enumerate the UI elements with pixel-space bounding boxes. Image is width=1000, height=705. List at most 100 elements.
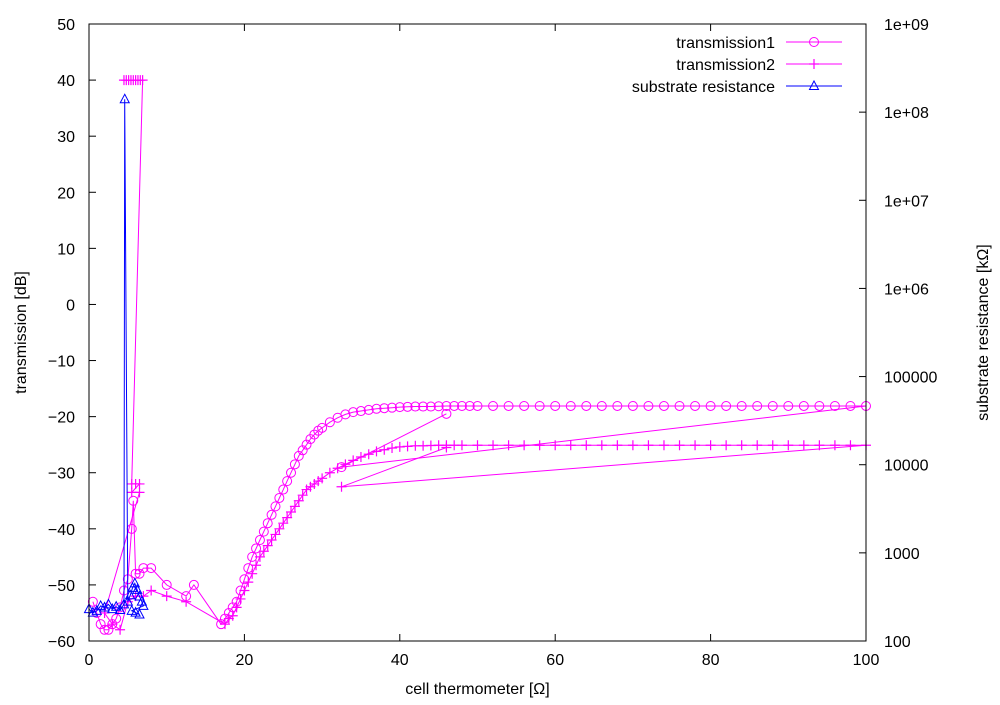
y-tick-label: −60	[48, 634, 75, 651]
data-point	[690, 440, 701, 451]
data-point	[161, 579, 172, 590]
data-point	[829, 400, 840, 411]
data-point	[317, 473, 328, 484]
data-point	[270, 501, 281, 512]
data-point	[289, 459, 300, 470]
data-point	[297, 490, 308, 501]
data-point	[134, 568, 145, 579]
data-point	[336, 481, 347, 492]
y2-tick-label: 1e+07	[884, 193, 929, 210]
data-point	[134, 478, 145, 489]
data-point	[690, 400, 701, 411]
data-point	[251, 560, 262, 571]
data-point	[721, 440, 732, 451]
data-point	[243, 577, 254, 588]
data-point	[188, 579, 199, 590]
data-point	[282, 512, 293, 523]
data-point	[441, 400, 452, 411]
data-point	[767, 400, 778, 411]
data-point	[596, 440, 607, 451]
y-tick-label: 50	[57, 17, 75, 34]
data-point	[829, 440, 840, 451]
x-axis-label: cell thermometer [Ω]	[405, 681, 549, 698]
data-point	[270, 529, 281, 540]
data-point	[87, 606, 99, 617]
y-tick-label: −50	[48, 578, 75, 595]
data-point	[550, 400, 561, 411]
data-point	[286, 506, 297, 517]
y-tick-label: −30	[48, 466, 75, 483]
data-point	[293, 495, 304, 506]
data-point	[110, 600, 122, 611]
y2-tick-label: 1000	[884, 546, 920, 563]
data-point	[274, 523, 285, 534]
series-1	[99, 75, 871, 635]
data-point	[674, 400, 685, 411]
data-point	[107, 619, 118, 630]
legend-label: transmission1	[676, 35, 775, 52]
x-tick-label: 60	[546, 652, 564, 669]
data-point	[138, 563, 149, 574]
data-point	[231, 602, 242, 613]
data-point	[752, 440, 763, 451]
data-point	[387, 402, 398, 413]
legend-marker	[808, 79, 820, 90]
data-point	[262, 540, 273, 551]
data-point	[282, 476, 293, 487]
data-point	[814, 400, 825, 411]
data-point	[340, 459, 351, 470]
data-point	[124, 589, 136, 600]
data-point	[286, 467, 297, 478]
data-point	[472, 400, 483, 411]
data-point	[340, 409, 351, 420]
data-point	[752, 400, 763, 411]
data-point	[355, 452, 366, 463]
data-point	[581, 440, 592, 451]
data-point	[278, 484, 289, 495]
data-point	[181, 596, 192, 607]
data-point	[433, 401, 444, 412]
data-point	[534, 400, 545, 411]
data-point	[425, 401, 436, 412]
x-tick-label: 40	[391, 652, 409, 669]
data-point	[137, 75, 148, 86]
data-point	[503, 440, 514, 451]
data-point	[262, 518, 273, 529]
data-point	[705, 440, 716, 451]
data-point	[317, 422, 328, 433]
data-point	[627, 400, 638, 411]
data-point	[565, 400, 576, 411]
data-point	[472, 440, 483, 451]
data-point	[324, 417, 335, 428]
data-point	[371, 403, 382, 414]
data-point	[456, 400, 467, 411]
data-point	[394, 402, 405, 413]
data-point	[239, 574, 250, 585]
data-point	[488, 440, 499, 451]
data-point	[379, 403, 390, 414]
data-point	[161, 591, 172, 602]
y2-tick-label: 100000	[884, 370, 937, 387]
x-tick-label: 20	[236, 652, 254, 669]
data-point	[402, 401, 413, 412]
data-point	[136, 595, 148, 606]
data-point	[355, 406, 366, 417]
data-point	[845, 400, 856, 411]
y2-tick-label: 1e+08	[884, 105, 929, 122]
data-point	[134, 487, 145, 498]
data-point	[91, 604, 103, 615]
legend-label: transmission2	[676, 57, 775, 74]
data-point	[258, 526, 269, 537]
data-point	[95, 619, 106, 630]
data-point	[643, 400, 654, 411]
data-point	[266, 509, 277, 520]
data-point	[674, 440, 685, 451]
y-tick-label: 10	[57, 241, 75, 258]
data-point	[254, 535, 265, 546]
data-point	[418, 401, 429, 412]
data-point	[627, 440, 638, 451]
legend-marker	[809, 59, 819, 69]
data-point	[519, 400, 530, 411]
data-point	[309, 429, 320, 440]
